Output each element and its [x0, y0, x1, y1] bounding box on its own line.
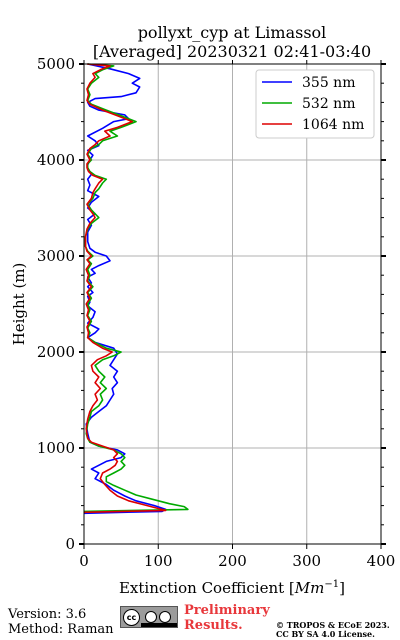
- data-series: [83, 63, 189, 515]
- legend-box: [255, 69, 375, 139]
- series-line-1064-nm: [83, 63, 167, 514]
- by-icon: [145, 611, 157, 623]
- copyright-line1: © TROPOS & ECoE 2023.: [276, 620, 390, 630]
- x-tick-label: 0: [79, 552, 89, 570]
- legend-label: 1064 nm: [302, 117, 364, 133]
- x-axis-label: Extinction Coefficient [Mm−1]: [119, 579, 345, 597]
- preliminary-results-text: Preliminary Results.: [184, 603, 270, 633]
- badge-bar: [141, 623, 177, 627]
- y-tick-label: 3000: [37, 247, 75, 265]
- legend-items: 355 nm 532 nm 1064 nm: [262, 75, 364, 133]
- version-text: Version: 3.6: [8, 607, 87, 622]
- copyright-text: © TROPOS & ECoE 2023. CC BY SA 4.0 Licen…: [276, 621, 390, 639]
- legend-label: 355 nm: [302, 75, 355, 91]
- preliminary-line1: Preliminary: [184, 603, 270, 618]
- y-tick-label: 1000: [37, 439, 75, 457]
- y-axis-label: Height (m): [10, 263, 28, 346]
- chart-title-line1: pollyxt_cyp at Limassol: [138, 23, 327, 42]
- x-tick-label: 400: [367, 552, 396, 570]
- x-tick-label: 200: [218, 552, 247, 570]
- cc-license-badge: cc: [120, 606, 178, 628]
- method-text: Method: Raman: [8, 622, 114, 637]
- y-tick-label: 0: [65, 535, 75, 553]
- legend-label: 532 nm: [302, 96, 355, 112]
- axis-ticks: [79, 60, 386, 549]
- series-line-355-nm: [83, 63, 167, 515]
- legend: 355 nm 532 nm 1064 nm: [255, 69, 375, 139]
- y-tick-label: 4000: [37, 151, 75, 169]
- y-tick-label: 2000: [37, 343, 75, 361]
- series-line-532-nm: [83, 63, 189, 513]
- y-tick-label: 5000: [37, 55, 75, 73]
- copyright-line2: CC BY SA 4.0 License.: [276, 629, 375, 639]
- preliminary-line2: Results.: [184, 618, 243, 633]
- x-tick-label: 300: [292, 552, 321, 570]
- sa-icon: [159, 611, 171, 623]
- cc-icon: cc: [123, 609, 140, 626]
- chart-title-line2: [Averaged] 20230321 02:41-03:40: [93, 42, 371, 61]
- x-tick-label: 100: [144, 552, 173, 570]
